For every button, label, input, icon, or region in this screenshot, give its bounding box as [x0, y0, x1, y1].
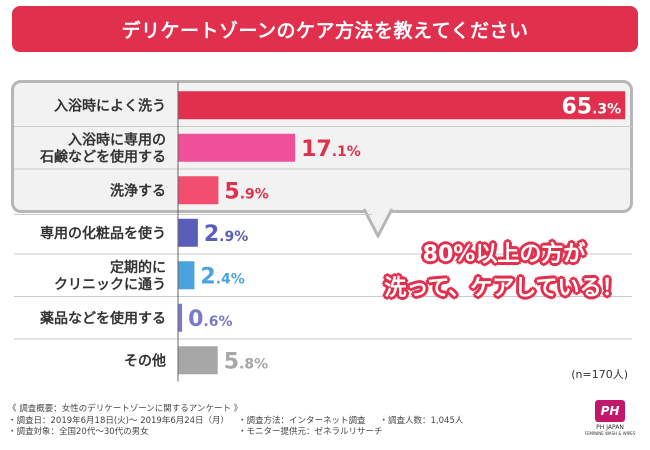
logo-subtitle: FEMININE WASH & WIPES [584, 431, 636, 436]
value-label-int: 5 [224, 349, 239, 374]
logo-brand: PH JAPAN [596, 424, 624, 431]
bar [178, 133, 296, 162]
logo-badge: PH [595, 400, 625, 422]
chart-title: デリケートゾーンのケア方法を教えてください [121, 19, 529, 42]
value-label-dec: .6% [203, 314, 232, 330]
value-label: 17.1% [301, 137, 361, 162]
value-label-int: 65 [561, 94, 592, 119]
title-banner: デリケートゾーンのケア方法を教えてください [12, 6, 638, 52]
category-label: 専用の化粧品を使う [40, 225, 166, 242]
value-label-dec: .9% [219, 229, 248, 245]
category-label: その他 [124, 352, 166, 369]
callout-line-1: 80%以上の方が [422, 242, 586, 267]
survey-title: 《 調査概要：女性のデリケートゾーンに関するアンケート 》 [8, 404, 243, 414]
value-label-int: 2 [200, 264, 215, 289]
callout-text: 80%以上の方が 洗って、ケアしている！ [380, 238, 628, 306]
value-label-dec: .4% [216, 271, 245, 287]
survey-summary: 《 調査概要：女性のデリケートゾーンに関するアンケート 》 ・調査日：2019年… [8, 404, 568, 438]
category-label: 入浴時によく洗う [54, 97, 166, 114]
bar [178, 261, 195, 290]
value-label: 0.6% [188, 307, 232, 332]
survey-count: ・調査人数：1,045人 [379, 416, 464, 426]
category-label: 薬品などを使用する [40, 310, 166, 327]
category-label: クリニックに通う [54, 277, 166, 293]
value-label: 5.8% [224, 349, 268, 374]
value-label: 2.9% [204, 222, 248, 247]
value-label-dec: .8% [239, 356, 268, 372]
category-label: 石鹸などを使用する [39, 148, 166, 165]
survey-method: ・調査方法：インターネット調査 [238, 416, 366, 426]
value-label-int: 0 [188, 307, 203, 332]
bar [178, 218, 198, 247]
brand-logo: PH PH JAPAN FEMININE WASH & WIPES [585, 400, 635, 446]
category-label: 定期的に [110, 259, 166, 276]
value-label: 5.9% [224, 179, 268, 204]
value-label: 2.4% [200, 264, 244, 289]
value-label-int: 17 [301, 137, 332, 162]
bar [178, 303, 183, 332]
survey-target: ・調査対象：全国20代～30代の男女 [8, 427, 149, 437]
value-label: 65.3% [561, 94, 621, 119]
value-label-dec: .1% [332, 144, 361, 160]
bar [178, 91, 626, 120]
category-label: 入浴時に専用の [68, 131, 166, 148]
value-label-dec: .9% [240, 186, 269, 202]
value-label-dec: .3% [592, 101, 621, 117]
value-label-int: 5 [224, 179, 239, 204]
value-label-int: 2 [204, 222, 219, 247]
sample-size-note: (n=170人) [571, 368, 628, 381]
callout-line-2: 洗って、ケアしている！ [384, 276, 624, 301]
category-label: 洗浄する [110, 182, 166, 199]
survey-provider: ・モニター提供元：ゼネラルリサーチ [238, 427, 383, 437]
bar [178, 176, 219, 205]
survey-period: ・調査日：2019年6月18日(火)～ 2019年6月24日（月） [8, 416, 230, 426]
bar [178, 346, 218, 375]
